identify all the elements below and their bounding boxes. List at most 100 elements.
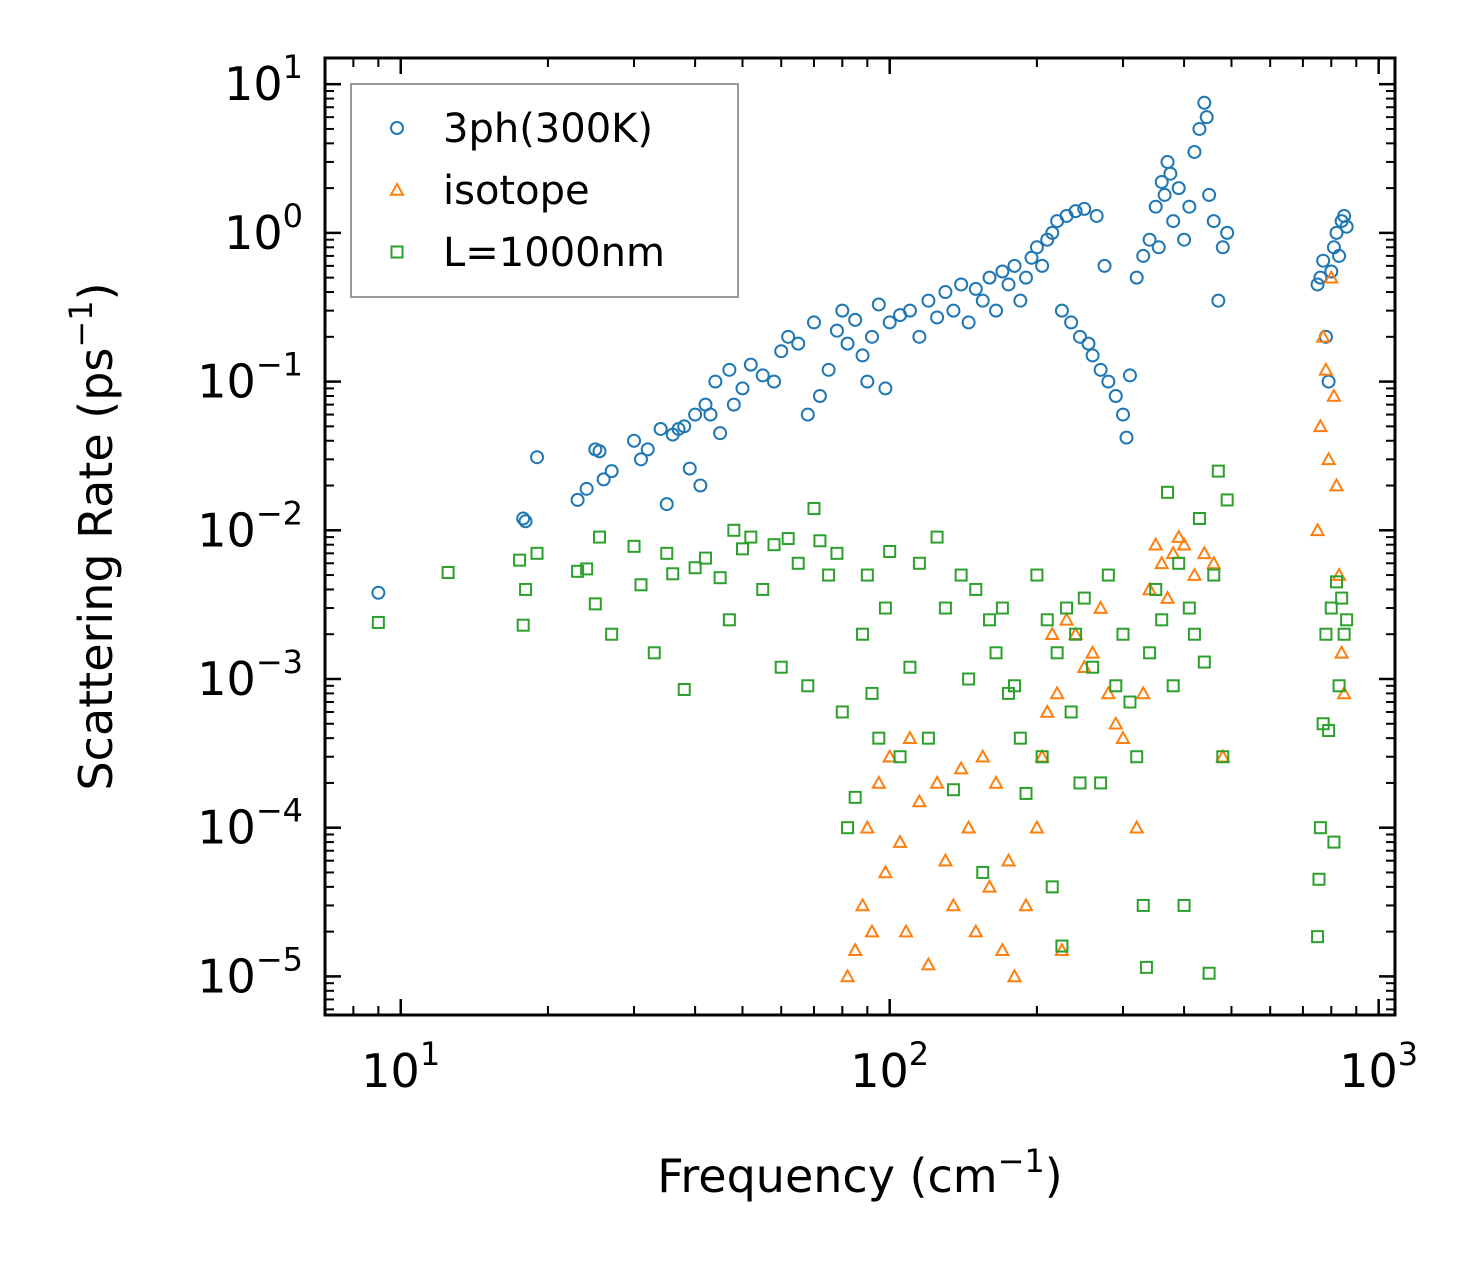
data-point xyxy=(1172,556,1186,570)
data-point xyxy=(1206,555,1222,570)
data-point xyxy=(912,556,926,570)
data-point xyxy=(1019,786,1033,800)
data-point xyxy=(960,819,977,834)
data-point xyxy=(1007,258,1022,273)
data-marks xyxy=(371,95,1354,983)
data-point xyxy=(1322,724,1336,738)
x-tick-label: 101 xyxy=(361,1035,440,1098)
data-point xyxy=(1060,601,1074,615)
data-point xyxy=(1013,293,1028,308)
data-point xyxy=(1101,374,1116,389)
data-point xyxy=(1069,627,1083,641)
y-tick-label: 101 xyxy=(224,48,303,111)
data-point xyxy=(633,452,648,467)
data-point xyxy=(859,819,876,834)
data-point xyxy=(800,407,815,422)
data-point xyxy=(1139,960,1153,974)
data-point xyxy=(530,546,544,560)
data-point xyxy=(1081,336,1096,351)
data-point xyxy=(1211,293,1226,308)
data-point xyxy=(713,426,728,441)
data-point xyxy=(1332,679,1346,693)
data-point xyxy=(1329,225,1344,240)
data-point xyxy=(1163,166,1178,181)
data-point xyxy=(693,478,708,493)
data-point xyxy=(881,748,898,763)
data-point xyxy=(962,672,976,686)
data-point xyxy=(1097,258,1112,273)
data-point xyxy=(1336,685,1352,700)
data-point xyxy=(903,660,917,674)
y-tick-label: 10−3 xyxy=(197,643,303,706)
data-point xyxy=(698,551,712,565)
x-tick-label: 102 xyxy=(850,1035,929,1098)
data-point xyxy=(1166,214,1181,229)
y-tick-label: 10−1 xyxy=(197,346,303,409)
data-point xyxy=(1035,750,1049,764)
data-point xyxy=(878,381,893,396)
data-point xyxy=(1122,368,1137,383)
data-point xyxy=(1207,568,1221,582)
data-point xyxy=(865,686,879,700)
data-point xyxy=(911,793,928,808)
data-point xyxy=(1092,599,1109,614)
data-point xyxy=(579,481,594,496)
x-tick-label: 103 xyxy=(1339,1035,1418,1098)
data-point xyxy=(1151,240,1166,255)
data-point xyxy=(1064,315,1079,330)
data-point xyxy=(1176,536,1192,551)
data-point xyxy=(812,388,827,403)
data-point xyxy=(855,348,870,363)
data-point xyxy=(703,407,718,422)
data-point xyxy=(1006,968,1023,983)
data-point xyxy=(516,618,530,632)
legend-label: 3ph(300K) xyxy=(443,106,653,152)
data-point xyxy=(938,601,952,615)
data-point xyxy=(1202,966,1216,980)
data-point xyxy=(605,627,619,641)
data-point xyxy=(755,368,770,383)
data-point xyxy=(840,336,855,351)
data-point xyxy=(1100,685,1117,700)
data-point xyxy=(666,567,680,581)
data-point xyxy=(1054,303,1069,318)
data-point xyxy=(822,568,836,582)
data-point xyxy=(1326,387,1342,402)
data-point xyxy=(1128,819,1145,834)
data-point xyxy=(1101,568,1115,582)
data-point xyxy=(1064,705,1078,719)
data-point xyxy=(1035,258,1050,273)
data-point xyxy=(571,564,585,578)
data-point xyxy=(1040,613,1054,627)
x-axis-title: Frequency (cm−1) xyxy=(657,1142,1062,1203)
data-point xyxy=(860,374,875,389)
data-point xyxy=(1182,601,1196,615)
data-point xyxy=(1024,250,1039,265)
data-point xyxy=(1154,555,1170,570)
data-point xyxy=(1313,270,1328,285)
data-point xyxy=(722,613,736,627)
data-point xyxy=(968,923,984,938)
data-point xyxy=(1129,270,1144,285)
data-point xyxy=(1115,407,1130,422)
data-point xyxy=(848,790,862,804)
data-point xyxy=(1171,529,1187,543)
data-point xyxy=(1077,591,1091,605)
data-point xyxy=(864,329,879,344)
data-point xyxy=(806,315,821,330)
data-point xyxy=(1093,362,1108,377)
data-point xyxy=(1196,545,1213,560)
data-point xyxy=(1136,898,1150,912)
data-point xyxy=(371,585,386,600)
data-point xyxy=(781,329,796,344)
data-point xyxy=(801,679,815,693)
data-point xyxy=(1313,821,1327,835)
data-point xyxy=(1340,613,1354,627)
data-point xyxy=(1333,644,1350,659)
axes: 101 102 103 101 100 10−1 10−2 10−3 10−4 10−5 Frequ… xyxy=(62,48,1418,1203)
y-tick-label: 10−5 xyxy=(197,940,303,1003)
data-point xyxy=(995,264,1010,279)
data-point xyxy=(767,538,781,552)
data-point xyxy=(1109,679,1123,693)
data-point xyxy=(835,705,849,719)
